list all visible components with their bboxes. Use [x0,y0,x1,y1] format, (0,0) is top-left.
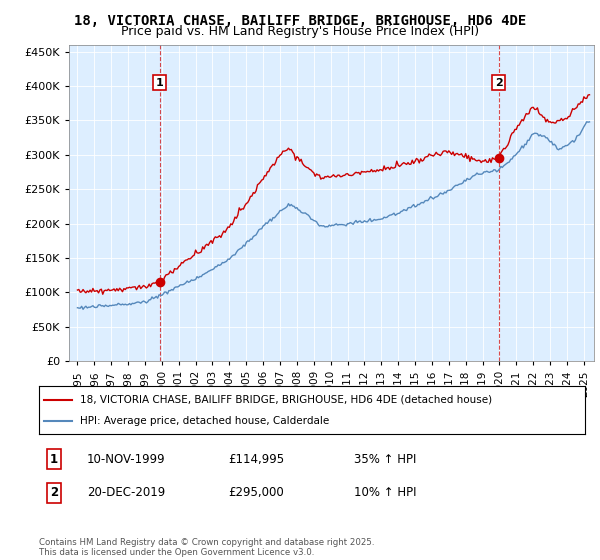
Text: 35% ↑ HPI: 35% ↑ HPI [354,452,416,466]
Text: Price paid vs. HM Land Registry's House Price Index (HPI): Price paid vs. HM Land Registry's House … [121,25,479,38]
Text: £295,000: £295,000 [228,486,284,500]
Text: 2: 2 [495,78,503,88]
Text: Contains HM Land Registry data © Crown copyright and database right 2025.
This d: Contains HM Land Registry data © Crown c… [39,538,374,557]
Text: 2: 2 [50,486,58,500]
Text: HPI: Average price, detached house, Calderdale: HPI: Average price, detached house, Cald… [80,416,329,426]
Text: £114,995: £114,995 [228,452,284,466]
Text: 10% ↑ HPI: 10% ↑ HPI [354,486,416,500]
Text: 18, VICTORIA CHASE, BAILIFF BRIDGE, BRIGHOUSE, HD6 4DE (detached house): 18, VICTORIA CHASE, BAILIFF BRIDGE, BRIG… [80,395,492,405]
Text: 10-NOV-1999: 10-NOV-1999 [87,452,166,466]
Text: 18, VICTORIA CHASE, BAILIFF BRIDGE, BRIGHOUSE, HD6 4DE: 18, VICTORIA CHASE, BAILIFF BRIDGE, BRIG… [74,14,526,28]
Text: 1: 1 [50,452,58,466]
Text: 20-DEC-2019: 20-DEC-2019 [87,486,165,500]
Text: 1: 1 [156,78,164,88]
